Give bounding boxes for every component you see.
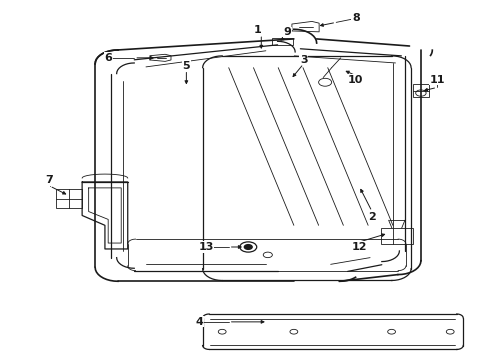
- Text: 7: 7: [46, 175, 53, 185]
- Text: 2: 2: [368, 212, 376, 222]
- Bar: [56, 189, 82, 208]
- Text: 4: 4: [196, 317, 203, 327]
- Circle shape: [245, 245, 252, 249]
- Text: 1: 1: [254, 25, 262, 35]
- Text: 12: 12: [351, 242, 367, 252]
- Text: 3: 3: [300, 55, 307, 65]
- Text: 11: 11: [429, 75, 445, 85]
- Bar: [381, 228, 413, 244]
- Text: 5: 5: [183, 61, 190, 71]
- Bar: [413, 84, 429, 97]
- Bar: [272, 38, 293, 45]
- Text: 10: 10: [348, 75, 364, 85]
- Text: 6: 6: [104, 53, 112, 63]
- Text: 13: 13: [198, 242, 214, 252]
- Text: 8: 8: [352, 13, 360, 23]
- Text: 9: 9: [283, 27, 291, 37]
